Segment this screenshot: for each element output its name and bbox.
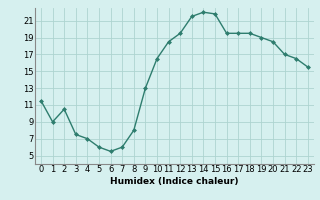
X-axis label: Humidex (Indice chaleur): Humidex (Indice chaleur) [110,177,239,186]
